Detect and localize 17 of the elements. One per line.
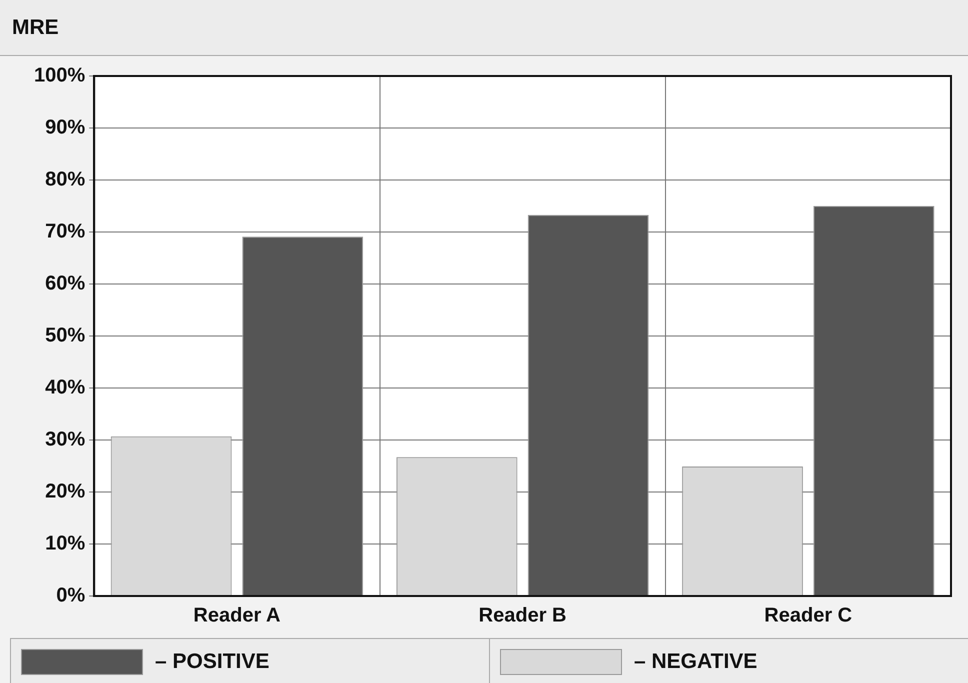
- y-tick-label: 90%: [45, 116, 86, 139]
- y-tick-label: 40%: [45, 376, 86, 399]
- y-tick-label: 60%: [45, 272, 86, 295]
- text: – NEGATIVE: [634, 650, 758, 674]
- x-tick-label: Reader B: [478, 604, 566, 627]
- y-tick-label: 0%: [56, 584, 86, 607]
- y-tick-label: 100%: [34, 64, 86, 87]
- y-tick-label: 20%: [45, 480, 86, 503]
- x-tick-label: Reader A: [193, 604, 280, 627]
- chart-title: MRE: [0, 0, 968, 56]
- y-tick-label: 10%: [45, 532, 86, 555]
- y-tick-label: 70%: [45, 220, 86, 243]
- y-tick-label: 50%: [45, 324, 86, 347]
- y-tick-label: 80%: [45, 168, 86, 191]
- text: – POSITIVE: [155, 650, 270, 674]
- y-tick-label: 30%: [45, 428, 86, 451]
- x-tick-label: Reader C: [764, 604, 852, 627]
